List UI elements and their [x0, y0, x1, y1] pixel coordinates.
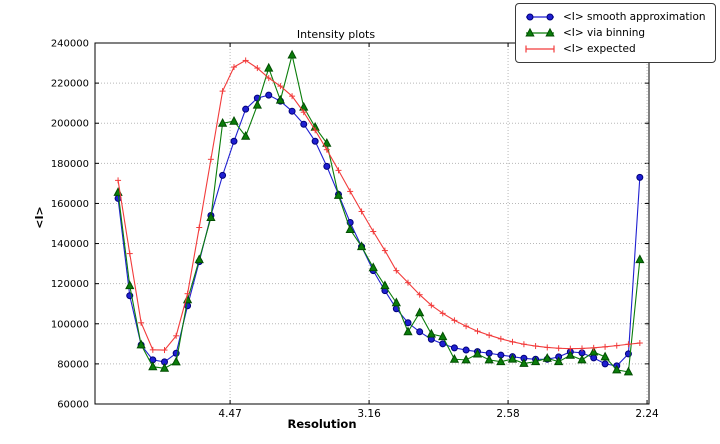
y-tick-label: 220000	[51, 79, 89, 90]
series-marker	[507, 353, 518, 363]
series-marker	[125, 280, 135, 290]
plot-frame	[94, 42, 650, 405]
series-marker	[636, 173, 644, 181]
series-marker	[415, 307, 425, 317]
y-tick-label: 160000	[51, 199, 89, 210]
series-line	[117, 59, 640, 351]
series-marker	[530, 356, 541, 366]
series-marker	[300, 120, 308, 128]
series-marker	[242, 105, 250, 113]
series-marker	[241, 130, 251, 140]
series-marker	[565, 349, 575, 359]
legend-marker-circle-icon	[526, 13, 554, 21]
series-marker	[322, 138, 332, 147]
series-marker	[439, 340, 447, 348]
y-tick-label: 200000	[51, 119, 89, 130]
series-marker	[229, 115, 239, 125]
series-marker	[416, 328, 424, 336]
x-tick-label: 2.24	[635, 408, 659, 420]
series-marker	[252, 99, 262, 109]
series-marker	[601, 360, 609, 368]
y-tick-label: 60000	[57, 400, 89, 411]
legend-label: <I> via binning	[563, 27, 646, 39]
series-marker	[403, 326, 413, 336]
series-marker	[345, 224, 355, 234]
series-marker	[554, 356, 564, 366]
legend-item-expected: <I> expected	[523, 41, 706, 57]
series-marker	[275, 94, 286, 104]
y-tick-label: 80000	[57, 359, 89, 370]
series-marker	[449, 354, 460, 363]
x-tick-label: 4.47	[218, 408, 241, 420]
series-marker	[287, 49, 297, 59]
series-marker	[368, 262, 378, 272]
series-marker	[206, 212, 216, 221]
y-tick-label: 140000	[51, 239, 89, 250]
series-marker	[184, 302, 192, 310]
series-marker	[462, 346, 470, 354]
series-marker	[450, 344, 458, 352]
series-marker	[148, 361, 158, 371]
series-line	[117, 94, 641, 367]
legend-marker-triangle-icon	[525, 27, 555, 37]
series-marker	[323, 162, 331, 170]
y-tick-label: 180000	[51, 159, 89, 170]
x-tick-label: 2.58	[496, 408, 519, 420]
series-marker	[219, 171, 227, 179]
series-marker	[136, 339, 146, 349]
series-marker	[217, 117, 228, 127]
legend-item-smooth-approximation: <I> smooth approximation	[523, 9, 706, 25]
x-tick-label: 3.16	[357, 408, 381, 420]
series-marker	[589, 346, 599, 356]
series-marker	[577, 354, 587, 364]
series-marker	[623, 366, 634, 376]
series-marker	[612, 364, 622, 374]
legend-label: <I> expected	[563, 43, 636, 55]
series-marker	[380, 280, 390, 290]
series-marker	[194, 254, 204, 264]
series-marker	[590, 354, 598, 362]
series-line	[117, 54, 641, 373]
y-tick-label: 240000	[51, 39, 89, 50]
series-marker	[404, 319, 412, 327]
chart-title: Intensity plots	[296, 28, 376, 41]
legend-item-via-binning: <I> via binning	[523, 25, 706, 41]
series-marker	[391, 297, 401, 307]
series-marker	[333, 190, 344, 199]
series-marker	[311, 137, 319, 145]
series-marker	[438, 331, 448, 341]
legend-marker-errorbar-icon	[525, 45, 555, 53]
y-tick-label: 120000	[51, 279, 89, 290]
legend: <I> smooth approximation <I> via binning…	[515, 3, 716, 63]
series-marker	[600, 351, 610, 361]
series-marker	[542, 353, 552, 362]
series-marker	[484, 354, 494, 364]
series-marker	[461, 354, 471, 364]
series-marker	[635, 254, 645, 264]
series-marker	[159, 363, 170, 372]
y-axis-label: <I>	[32, 206, 46, 229]
x-axis-label: Resolution	[287, 417, 357, 431]
series-marker	[472, 348, 483, 358]
series-marker	[519, 358, 529, 367]
series-marker	[496, 356, 506, 366]
series-marker	[288, 107, 296, 115]
series-marker	[265, 91, 273, 99]
legend-label: <I> smooth approximation	[563, 11, 706, 23]
y-tick-label: 100000	[51, 319, 89, 330]
series-marker	[426, 328, 436, 338]
series-marker	[264, 62, 274, 72]
series-marker	[171, 356, 181, 366]
series-marker	[356, 241, 367, 251]
series-marker	[230, 137, 238, 145]
